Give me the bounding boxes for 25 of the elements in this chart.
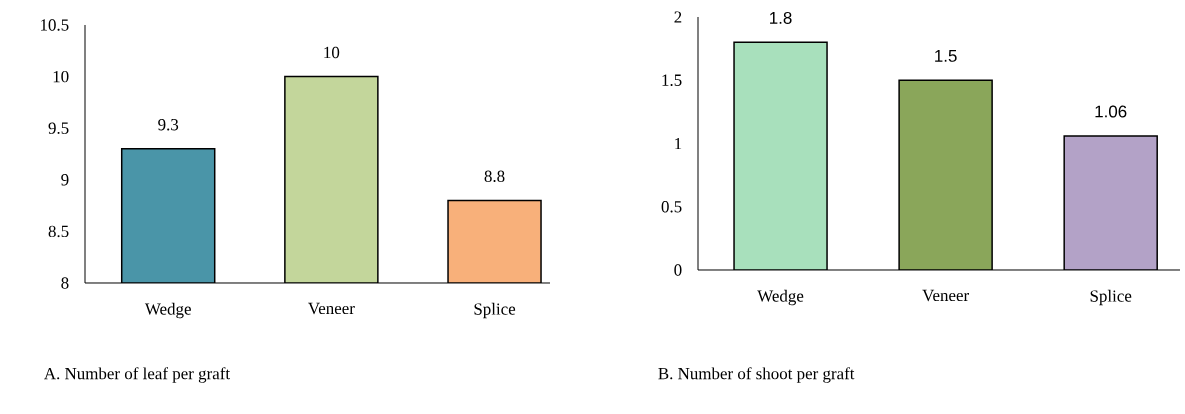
y-tick-label: 8.5 [48, 225, 69, 238]
y-tick-label: 9.5 [48, 122, 69, 134]
y-tick-label: 0.5 [661, 200, 682, 213]
y-tick-label: 0 [674, 264, 682, 276]
text: B. Number of shoot per graft [658, 367, 855, 383]
x-tick-label: Splice [1090, 289, 1132, 306]
data-label: 1.8 [770, 11, 792, 24]
y-tick-label: 1.5 [662, 74, 682, 86]
y-tick-label: 2 [674, 11, 682, 23]
y-tick-label: 8 [61, 277, 69, 289]
x-tick-label: Splice [474, 302, 516, 319]
y-tick-label: 1 [675, 137, 682, 150]
y-tick-label: 10 [53, 70, 69, 83]
data-label: 8.8 [484, 170, 505, 183]
x-tick-label: Veneer [922, 289, 969, 302]
text: A. Number of leaf per graft [44, 367, 230, 383]
x-tick-label: Veneer [308, 302, 355, 315]
data-label: 1.5 [935, 50, 957, 62]
y-tick-label: 10.5 [41, 19, 69, 31]
y-tick-label: 9 [61, 174, 69, 186]
data-label: 9.3 [158, 118, 179, 131]
x-tick-label: Wedge [757, 289, 804, 306]
x-tick-label: Wedge [144, 302, 191, 319]
data-label: 1.06 [1095, 105, 1127, 118]
data-label: 10 [324, 46, 340, 59]
